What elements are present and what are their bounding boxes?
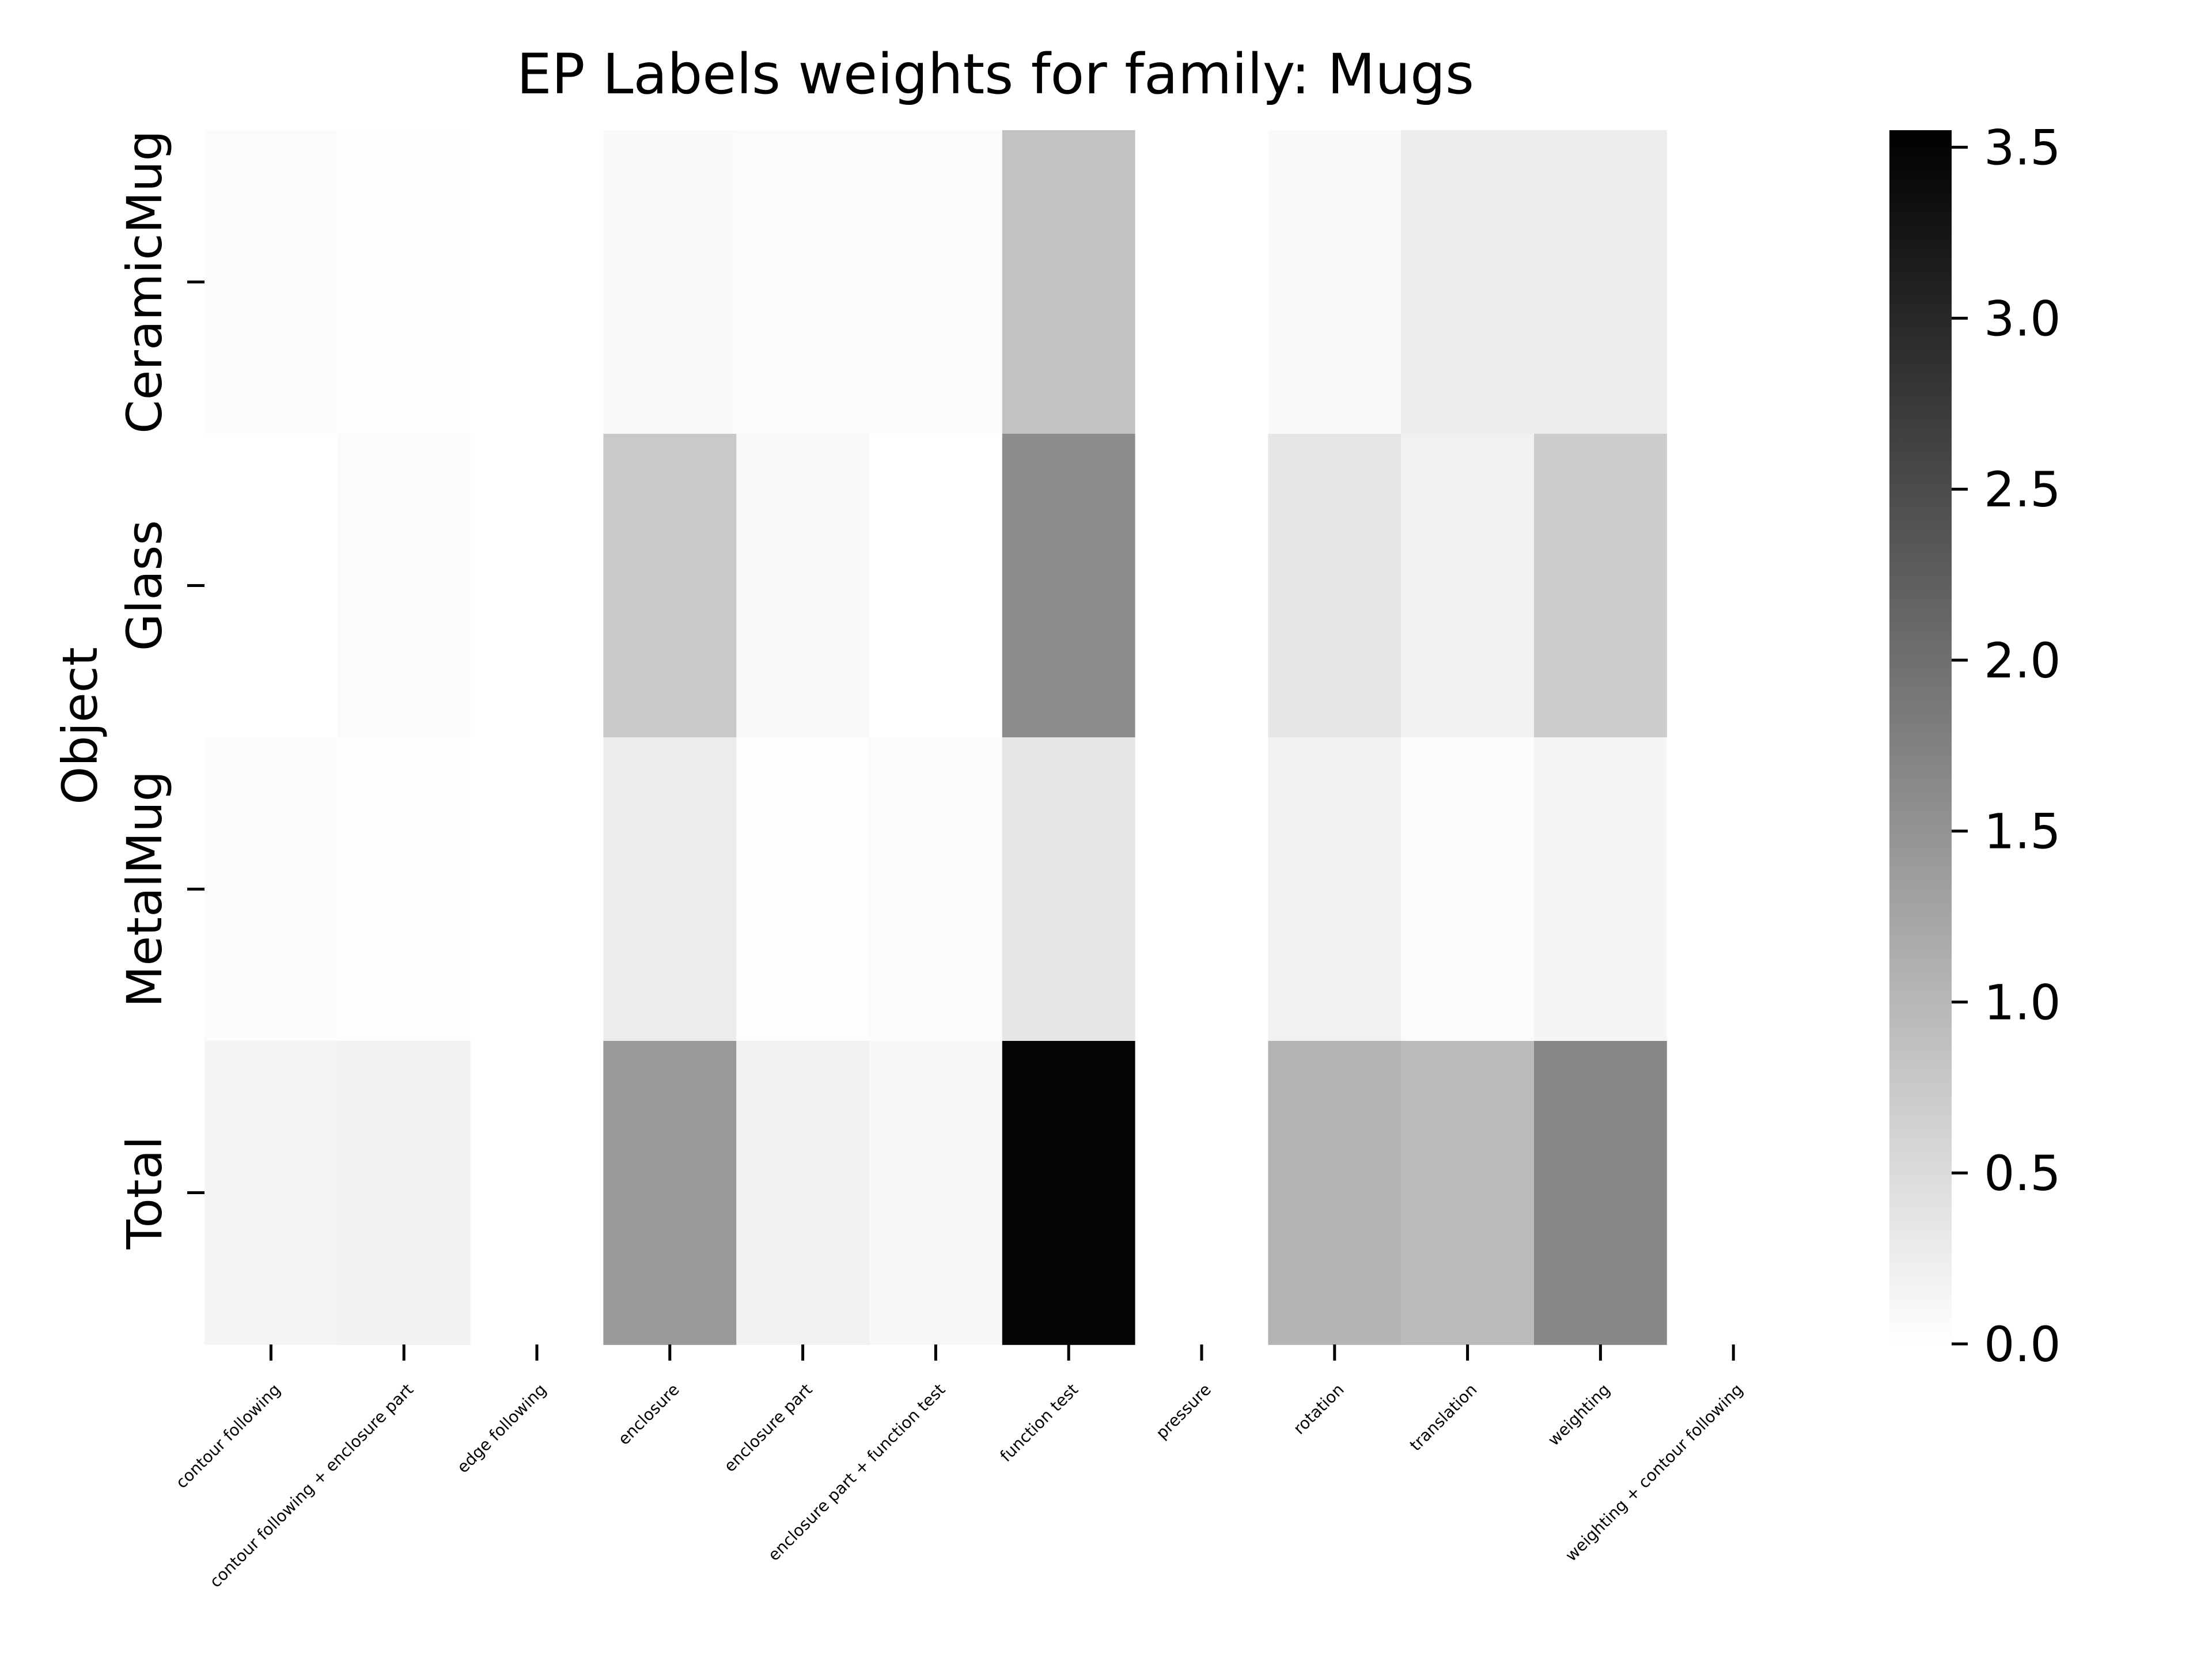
- heatmap-cell: [869, 737, 1003, 1041]
- y-tick-label: CeramicMug: [116, 130, 173, 434]
- heatmap-cell: [1002, 1041, 1136, 1345]
- heatmap-cell: [1534, 434, 1668, 738]
- heatmap-cell: [1135, 737, 1269, 1041]
- heatmap-cell: [1135, 130, 1269, 434]
- heatmap-cell: [1666, 434, 1801, 738]
- heatmap-cell: [204, 1041, 338, 1345]
- y-axis: CeramicMug Glass MetalMug Total: [116, 130, 204, 1250]
- heatmap-cell: [1666, 737, 1801, 1041]
- heatmap-cell: [1268, 1041, 1402, 1345]
- heatmap-cell: [1135, 434, 1269, 738]
- colorbar-gradient: [1889, 130, 1952, 1344]
- heatmap-cell: [470, 1041, 604, 1345]
- heatmap-cell: [603, 1041, 737, 1345]
- heatmap-cell: [337, 737, 471, 1041]
- colorbar-tick-label: 1.0: [1984, 974, 2061, 1031]
- heatmap-cell: [603, 737, 737, 1041]
- colorbar-tick-label: 2.0: [1984, 632, 2061, 689]
- heatmap-cell: [1666, 130, 1801, 434]
- x-tick-label: pressure: [1152, 1380, 1215, 1443]
- heatmap-cell: [1401, 130, 1535, 434]
- colorbar-tick-label: 0.0: [1984, 1316, 2061, 1373]
- colorbar-tick-label: 3.0: [1984, 290, 2061, 347]
- heatmap-cell: [1401, 737, 1535, 1041]
- heatmap-cell: [1534, 737, 1668, 1041]
- heatmap-cell: [869, 130, 1003, 434]
- heatmap-cell: [603, 130, 737, 434]
- y-tick-label: Glass: [116, 520, 173, 651]
- x-tick-label: weighting: [1544, 1380, 1614, 1450]
- x-tick-label: rotation: [1290, 1380, 1348, 1438]
- heatmap-cell: [736, 1041, 870, 1345]
- heatmap-cell: [337, 1041, 471, 1345]
- heatmap-cell: [1268, 434, 1402, 738]
- x-tick-label: contour following: [172, 1380, 285, 1493]
- heatmap-cell: [1268, 737, 1402, 1041]
- heatmap-cell: [1666, 1041, 1801, 1345]
- y-tick-label: MetalMug: [116, 771, 173, 1007]
- heatmap-cell: [470, 434, 604, 738]
- y-axis-title: Object: [52, 647, 108, 805]
- heatmap-cell: [204, 737, 338, 1041]
- colorbar-tick-label: 1.5: [1984, 804, 2061, 860]
- heatmap-cell: [1534, 1041, 1668, 1345]
- colorbar-tick-label: 0.5: [1984, 1145, 2061, 1202]
- x-tick-label: enclosure part: [720, 1380, 816, 1476]
- heatmap-cell: [736, 434, 870, 738]
- x-tick-label: edge following: [453, 1380, 550, 1477]
- colorbar: [1889, 130, 1952, 1344]
- x-tick-label: function test: [997, 1380, 1082, 1466]
- heatmap-cell: [337, 434, 471, 738]
- heatmap-cells: [204, 130, 1801, 1345]
- heatmap-cell: [1401, 434, 1535, 738]
- colorbar-tick-label: 2.5: [1984, 461, 2061, 518]
- colorbar-tick-label: 3.5: [1984, 120, 2061, 176]
- heatmap-cell: [736, 737, 870, 1041]
- y-tick-label: Total: [116, 1136, 173, 1249]
- heatmap-cell: [869, 1041, 1003, 1345]
- heatmap-cell: [1534, 130, 1668, 434]
- x-tick-label: enclosure: [614, 1380, 683, 1449]
- heatmap-cell: [470, 130, 604, 434]
- x-tick-label: contour following + enclosure part: [206, 1380, 417, 1592]
- heatmap-cell: [204, 130, 338, 434]
- heatmap-cell: [1002, 737, 1136, 1041]
- heatmap-cell: [869, 434, 1003, 738]
- heatmap-cell: [1002, 434, 1136, 738]
- heatmap-cell: [1002, 130, 1136, 434]
- colorbar-axis: 0.0 0.5 1.0 1.5 2.0 2.5 3.0 3.5: [1952, 120, 2061, 1373]
- x-tick-label: translation: [1406, 1380, 1481, 1455]
- heatmap-cell: [1268, 130, 1402, 434]
- chart-title: EP Labels weights for family: Mugs: [517, 42, 1474, 107]
- heatmap-cell: [337, 130, 471, 434]
- heatmap-cell: [1401, 1041, 1535, 1345]
- heatmap-cell: [1135, 1041, 1269, 1345]
- heatmap-cell: [470, 737, 604, 1041]
- heatmap-cell: [736, 130, 870, 434]
- heatmap-cell: [603, 434, 737, 738]
- heatmap-cell: [204, 434, 338, 738]
